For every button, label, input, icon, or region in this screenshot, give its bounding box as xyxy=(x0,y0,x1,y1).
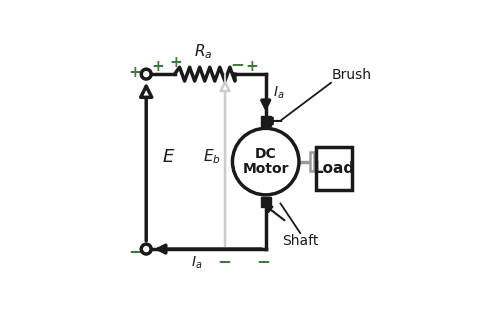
Text: $I_a$: $I_a$ xyxy=(273,84,284,101)
Text: −: − xyxy=(128,242,142,260)
Text: $I_a$: $I_a$ xyxy=(191,254,203,271)
Text: $R_a$: $R_a$ xyxy=(193,42,212,60)
Text: +: + xyxy=(169,55,182,70)
Text: +: + xyxy=(246,59,259,74)
Text: +: + xyxy=(129,65,142,80)
Text: −: − xyxy=(217,252,231,270)
Text: −: − xyxy=(256,252,270,270)
Text: E: E xyxy=(163,148,174,166)
Text: Load: Load xyxy=(313,161,355,176)
Circle shape xyxy=(232,128,299,195)
Bar xyxy=(261,197,271,207)
Bar xyxy=(310,152,314,171)
Text: Brush: Brush xyxy=(332,68,372,82)
Text: $E_b$: $E_b$ xyxy=(203,147,220,166)
Bar xyxy=(316,147,352,190)
Text: Motor: Motor xyxy=(242,162,289,176)
Bar xyxy=(316,152,321,171)
Text: +: + xyxy=(152,59,165,74)
Text: DC: DC xyxy=(255,147,276,161)
Text: −: − xyxy=(230,55,244,73)
Bar xyxy=(261,116,271,126)
Text: Shaft: Shaft xyxy=(282,234,318,248)
